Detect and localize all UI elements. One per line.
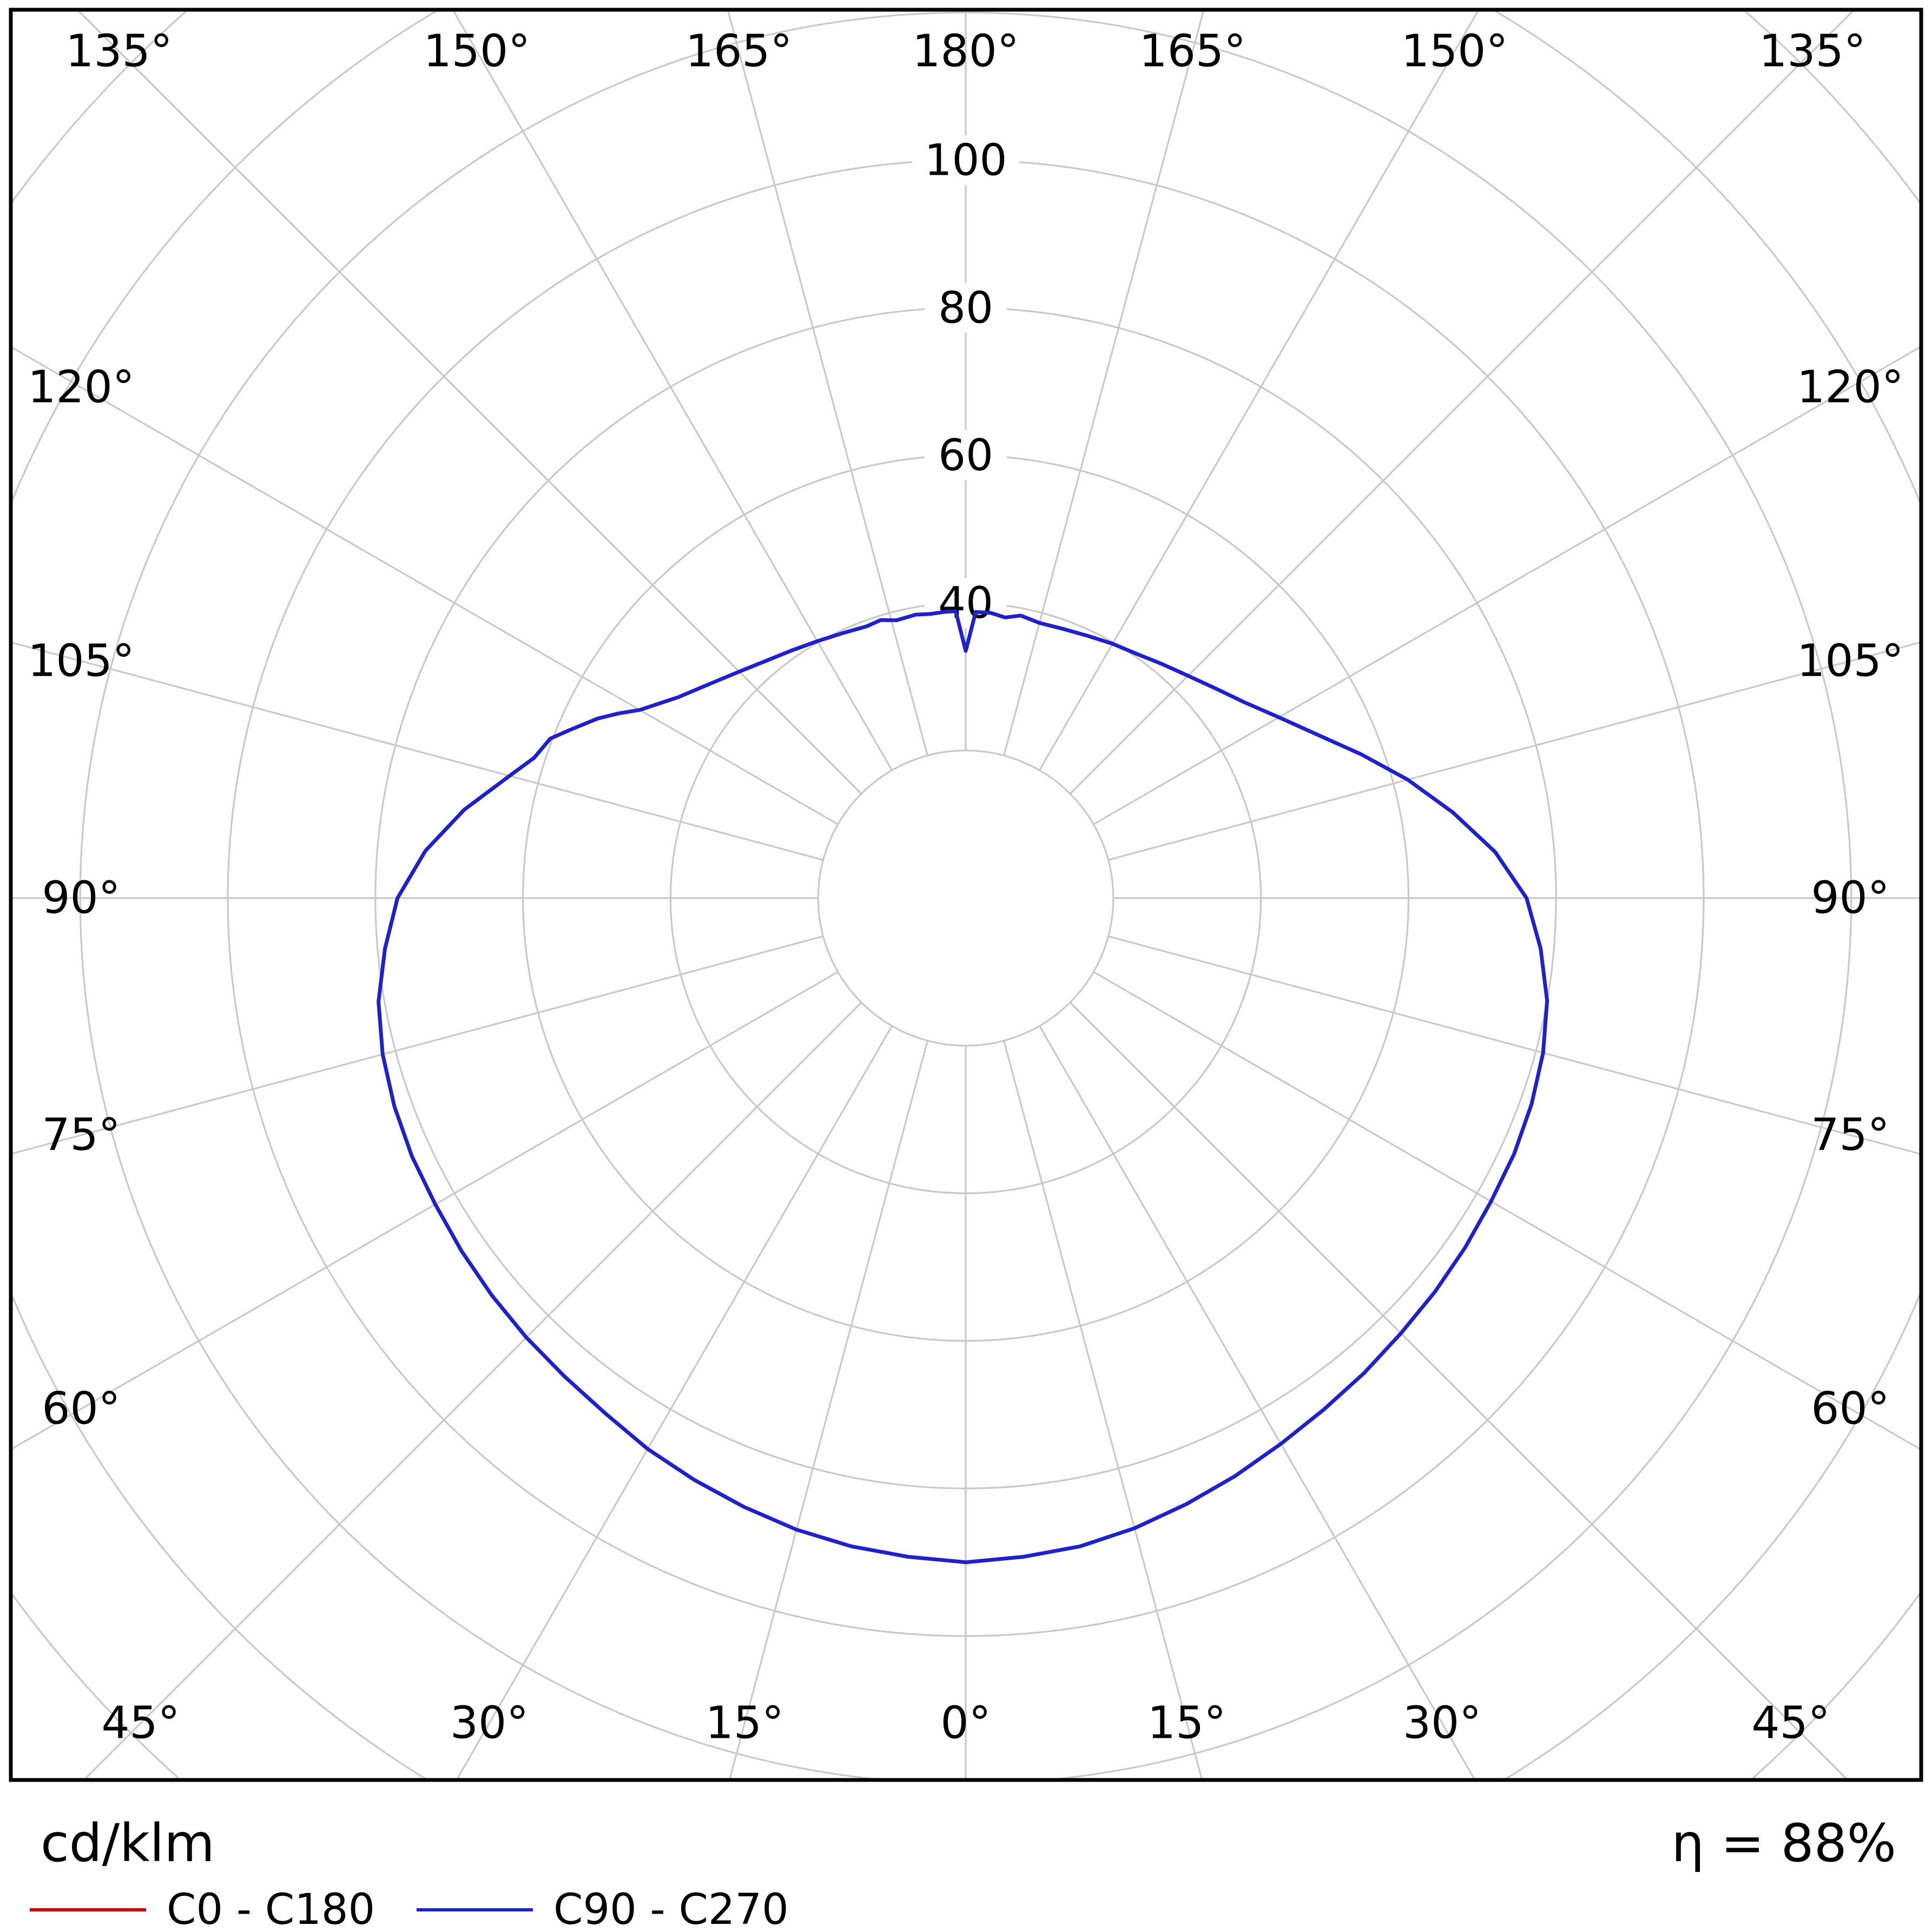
grid-spoke-75-right <box>1108 935 1920 1155</box>
ring-label-halo-80 <box>925 282 1007 333</box>
angle-label-15-right: 15° <box>1148 1698 1226 1749</box>
ring-label-40: 40 <box>938 578 993 628</box>
grid-spoke-75-left <box>12 935 823 1155</box>
angle-label-30-right: 30° <box>1403 1698 1481 1749</box>
angle-label-0-right: 0° <box>940 1698 991 1749</box>
ring-labels: 40 60 80 100 <box>912 135 1019 628</box>
grid-spoke-135-right <box>1069 11 1854 795</box>
ring-label-60: 60 <box>938 430 993 480</box>
grid-spoke-105-left <box>12 642 823 861</box>
angle-label-30-left: 30° <box>450 1698 529 1749</box>
angle-label-150-left: 150° <box>424 26 531 77</box>
ring-label-halo-60 <box>925 430 1007 480</box>
angle-label-150-right: 150° <box>1401 26 1508 77</box>
grid-spoke-30-right <box>1039 1025 1475 1778</box>
ring-label-halo-100 <box>912 135 1019 185</box>
grid-spoke-165-right <box>1003 11 1204 756</box>
legend: cd/klm η = 88% C0 - C180 C90 - C270 <box>30 1813 1896 1932</box>
ring-label-halo-40 <box>925 578 1007 628</box>
grid-spoke-30-left <box>456 1025 893 1778</box>
grid-spoke-60-right <box>1093 971 1920 1450</box>
grid-spoke-105-right <box>1108 641 1920 861</box>
grid-spoke-120-right <box>1093 346 1920 825</box>
angle-label-165-right: 165° <box>1139 26 1247 77</box>
grid-spoke-150-left <box>452 11 893 771</box>
legend-label-c0: C0 - C180 <box>167 1885 375 1932</box>
angle-label-45-right: 45° <box>1751 1698 1830 1749</box>
intensity-curves <box>377 609 1549 1565</box>
legend-label-c90: C90 - C270 <box>553 1885 789 1932</box>
grid-spoke-15-left <box>729 1040 928 1778</box>
angle-label-120-left: 120° <box>28 362 135 413</box>
grid-spoke-60-left <box>12 971 839 1450</box>
angle-label-75-left: 75° <box>42 1110 120 1161</box>
angle-label-120-right: 120° <box>1797 362 1904 413</box>
angle-label-105-left: 105° <box>28 635 135 687</box>
angle-label-105-right: 105° <box>1797 635 1904 687</box>
angle-label-15-left: 15° <box>705 1698 784 1749</box>
angle-label-135-right: 135° <box>1759 26 1866 77</box>
angle-label-180-right: 180° <box>912 26 1019 77</box>
grid-spoke-135-left <box>77 11 862 795</box>
grid-spoke-120-left <box>12 346 839 825</box>
curve-C90-C270 <box>377 609 1549 1565</box>
angle-labels: 0° 15° 15° 30° 30° 45° 45° 60° 60° 75° 75° 90° 90° 10… <box>28 26 1904 1749</box>
angle-label-60-left: 60° <box>42 1383 120 1435</box>
grid-spoke-150-right <box>1039 11 1479 771</box>
efficiency-label: η = 88% <box>1671 1813 1896 1874</box>
angle-label-90-right: 90° <box>1811 873 1889 924</box>
ring-label-80: 80 <box>938 282 993 333</box>
grid-spoke-45-left <box>84 1001 862 1778</box>
unit-label: cd/klm <box>41 1813 215 1874</box>
angle-label-165-left: 165° <box>685 26 793 77</box>
angle-label-60-right: 60° <box>1811 1383 1889 1435</box>
angle-label-90-left: 90° <box>42 873 120 924</box>
ring-label-100: 100 <box>925 135 1007 186</box>
angle-label-75-right: 75° <box>1811 1110 1889 1161</box>
angle-label-135-left: 135° <box>65 26 173 77</box>
grid-ring-20 <box>817 749 1115 1047</box>
grid-spoke-45-right <box>1069 1001 1848 1778</box>
grid-spoke-165-left <box>727 11 928 756</box>
chart-frame <box>9 8 1923 1782</box>
grid-spoke-15-right <box>1003 1040 1203 1778</box>
angle-label-45-left: 45° <box>101 1698 180 1749</box>
